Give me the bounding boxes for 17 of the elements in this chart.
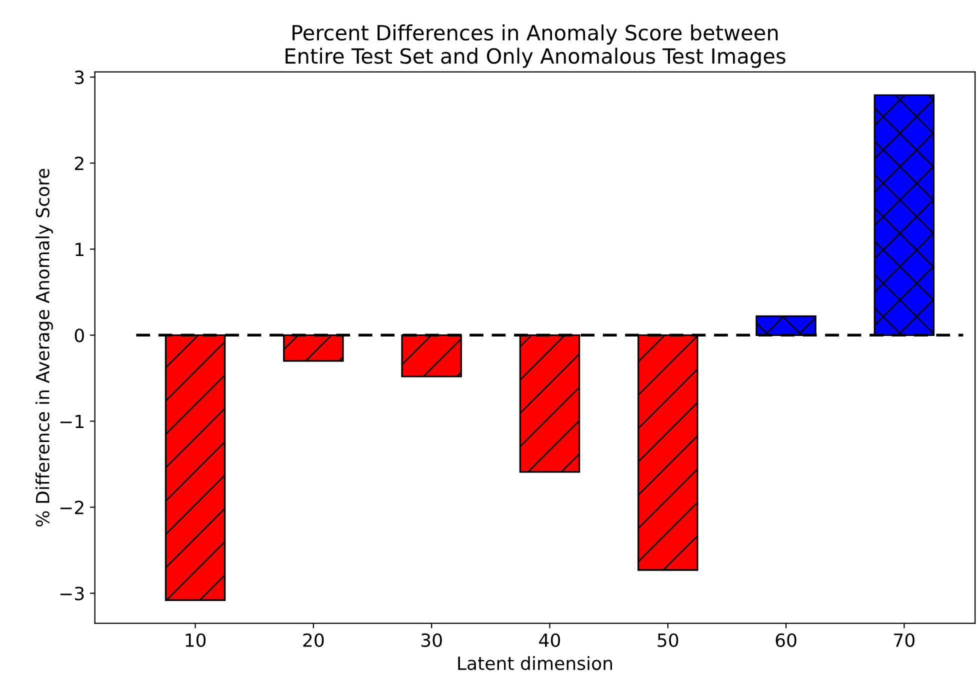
x-tick-label: 20: [303, 633, 324, 648]
y-axis-title: % Difference in Average Anomaly Score: [35, 168, 53, 526]
y-tick-label: 0: [74, 328, 84, 342]
x-tick-label: 60: [776, 633, 796, 648]
x-tick-label: 40: [539, 633, 560, 648]
x-tick-label: 30: [421, 633, 442, 648]
chart-title: Percent Differences in Anomaly Score between Entire Test Set and Only Anomalous Test Images: [286, 24, 786, 68]
y-tick-label: −3: [60, 586, 84, 600]
x-tick-label: 70: [894, 633, 914, 648]
y-tick-label: −2: [60, 500, 84, 514]
y-tick-label: 1: [76, 242, 84, 256]
x-axis-title: Latent dimension: [458, 656, 612, 670]
y-tick-label: 2: [74, 156, 84, 170]
y-tick-label: −1: [60, 414, 84, 428]
y-tick-label: 3: [75, 70, 84, 84]
x-tick-label: 50: [658, 633, 678, 648]
x-tick-label: 10: [186, 633, 206, 648]
